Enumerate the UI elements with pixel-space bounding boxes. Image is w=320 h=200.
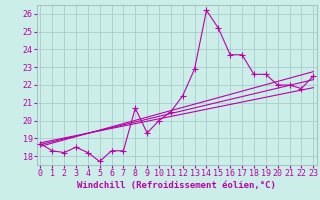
X-axis label: Windchill (Refroidissement éolien,°C): Windchill (Refroidissement éolien,°C) [77,181,276,190]
